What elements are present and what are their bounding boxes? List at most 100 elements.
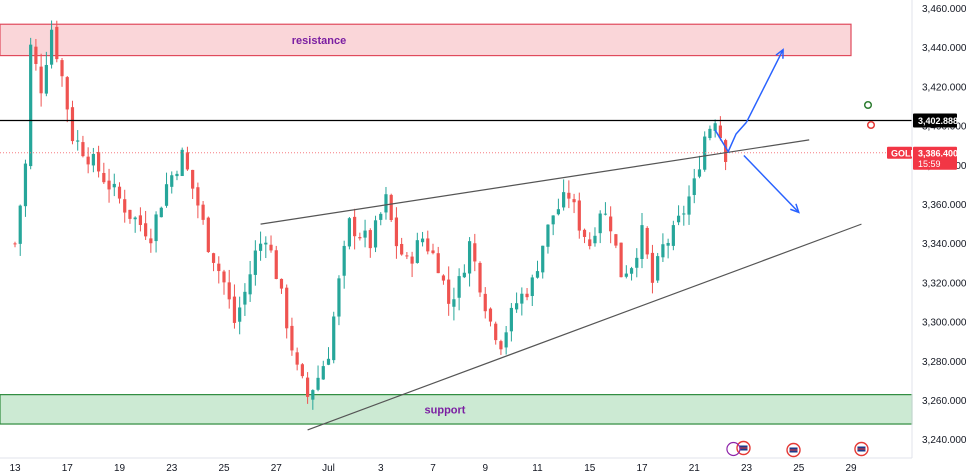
candle-body — [29, 44, 33, 167]
candle-body — [713, 123, 717, 131]
candle-body — [285, 287, 289, 329]
candle-body — [76, 140, 80, 142]
candle-body — [447, 279, 451, 304]
candle-body — [588, 239, 592, 247]
horizontal-level-tag — [913, 113, 957, 128]
candle-body — [556, 209, 560, 215]
price-tick-label: 3,300.000 — [922, 318, 966, 329]
candle-body — [264, 242, 268, 245]
time-tick-label: 13 — [9, 463, 21, 474]
candle-body — [619, 242, 623, 278]
time-axis: 13 17 19 23 25 27 Jul 3 7 9 11 15 17 21 23 25 29 — [0, 457, 912, 474]
candle-body — [535, 271, 540, 278]
candle-body — [300, 364, 304, 377]
candle-body — [306, 377, 310, 397]
candle-body — [269, 244, 273, 251]
candle-body — [661, 244, 665, 258]
candle-body — [598, 213, 602, 234]
zones-layer: resistance support — [0, 23, 913, 425]
candle-body — [170, 175, 174, 187]
candle-body — [97, 151, 101, 172]
price-tick-label: 3,320.000 — [922, 278, 966, 289]
candle-body — [34, 46, 38, 64]
candle-body — [49, 29, 54, 65]
candle-body — [274, 250, 278, 279]
candle-body — [509, 307, 513, 332]
price-tick-label: 3,420.000 — [922, 82, 966, 93]
candle-body — [23, 163, 28, 207]
lower-trend-line — [307, 223, 862, 431]
candle-body — [232, 296, 237, 323]
time-tick-label: 23 — [166, 463, 178, 474]
candle-body — [384, 194, 388, 213]
upper-trend-line — [260, 139, 810, 225]
candle-body — [70, 107, 75, 142]
time-tick-label: 7 — [430, 463, 436, 474]
price-axis: 3,460.0003,440.0003,420.0003,400.0003,38… — [911, 0, 966, 458]
candle-body — [164, 184, 169, 206]
candle-body — [191, 169, 195, 189]
candle-body — [457, 276, 461, 298]
price-tick-label: 3,340.000 — [922, 239, 966, 250]
candle-body — [666, 242, 670, 246]
candle-body — [394, 217, 399, 247]
candle-body — [671, 225, 675, 246]
candle-body — [400, 243, 404, 255]
candle-body — [703, 136, 707, 170]
candle-body — [420, 238, 425, 243]
price-tick-label: 3,260.000 — [922, 396, 966, 407]
candle-body — [462, 272, 466, 278]
resistance-zone-label: resistance — [292, 35, 346, 47]
time-tick-label: 17 — [636, 463, 648, 474]
candle-body — [149, 238, 153, 244]
annotation-lines-layer — [0, 48, 912, 431]
candle-body — [112, 183, 116, 188]
candle-body — [279, 278, 284, 289]
candle-body — [624, 273, 628, 277]
candle-body — [138, 215, 142, 225]
price-tick-label: 3,240.000 — [922, 435, 966, 446]
candle-body — [211, 253, 216, 263]
time-tick-label: 15 — [584, 463, 596, 474]
candle-body — [196, 187, 200, 206]
candle-body — [206, 217, 210, 253]
candle-body — [222, 271, 226, 283]
time-tick-label: 21 — [689, 463, 701, 474]
candle-body — [609, 216, 613, 232]
candle-body — [258, 243, 263, 251]
candle-body — [18, 205, 22, 244]
candle-body — [117, 186, 122, 199]
candle-body — [504, 332, 508, 348]
candle-body — [227, 282, 231, 300]
candle-body — [373, 220, 378, 248]
candle-body — [682, 213, 686, 215]
candle-body — [44, 64, 48, 94]
candle-body — [614, 234, 618, 246]
candle-body — [687, 196, 691, 215]
candle-body — [144, 223, 148, 237]
time-tick-label: 23 — [741, 463, 753, 474]
candle-body — [415, 240, 419, 263]
candle-body — [368, 230, 372, 249]
bullish-arrow — [745, 49, 784, 123]
candle-body — [546, 224, 550, 247]
candle-body — [452, 299, 456, 307]
candle-body — [316, 377, 320, 390]
candle-body — [102, 172, 106, 183]
candle-body — [499, 341, 503, 350]
candle-body — [154, 214, 158, 242]
bearish-arrow-head — [790, 203, 800, 214]
candle-body — [175, 173, 179, 177]
candle-body — [342, 245, 346, 276]
candle-body — [353, 216, 357, 237]
candle-body — [567, 192, 571, 199]
candle-body — [238, 307, 242, 322]
price-tick-label: 3,440.000 — [922, 43, 966, 54]
candle-body — [431, 250, 435, 254]
candle-body — [123, 199, 127, 213]
candle-body — [326, 358, 331, 365]
candle-body — [629, 268, 634, 274]
time-tick-label: Jul — [322, 463, 335, 474]
candle-body — [530, 277, 534, 297]
